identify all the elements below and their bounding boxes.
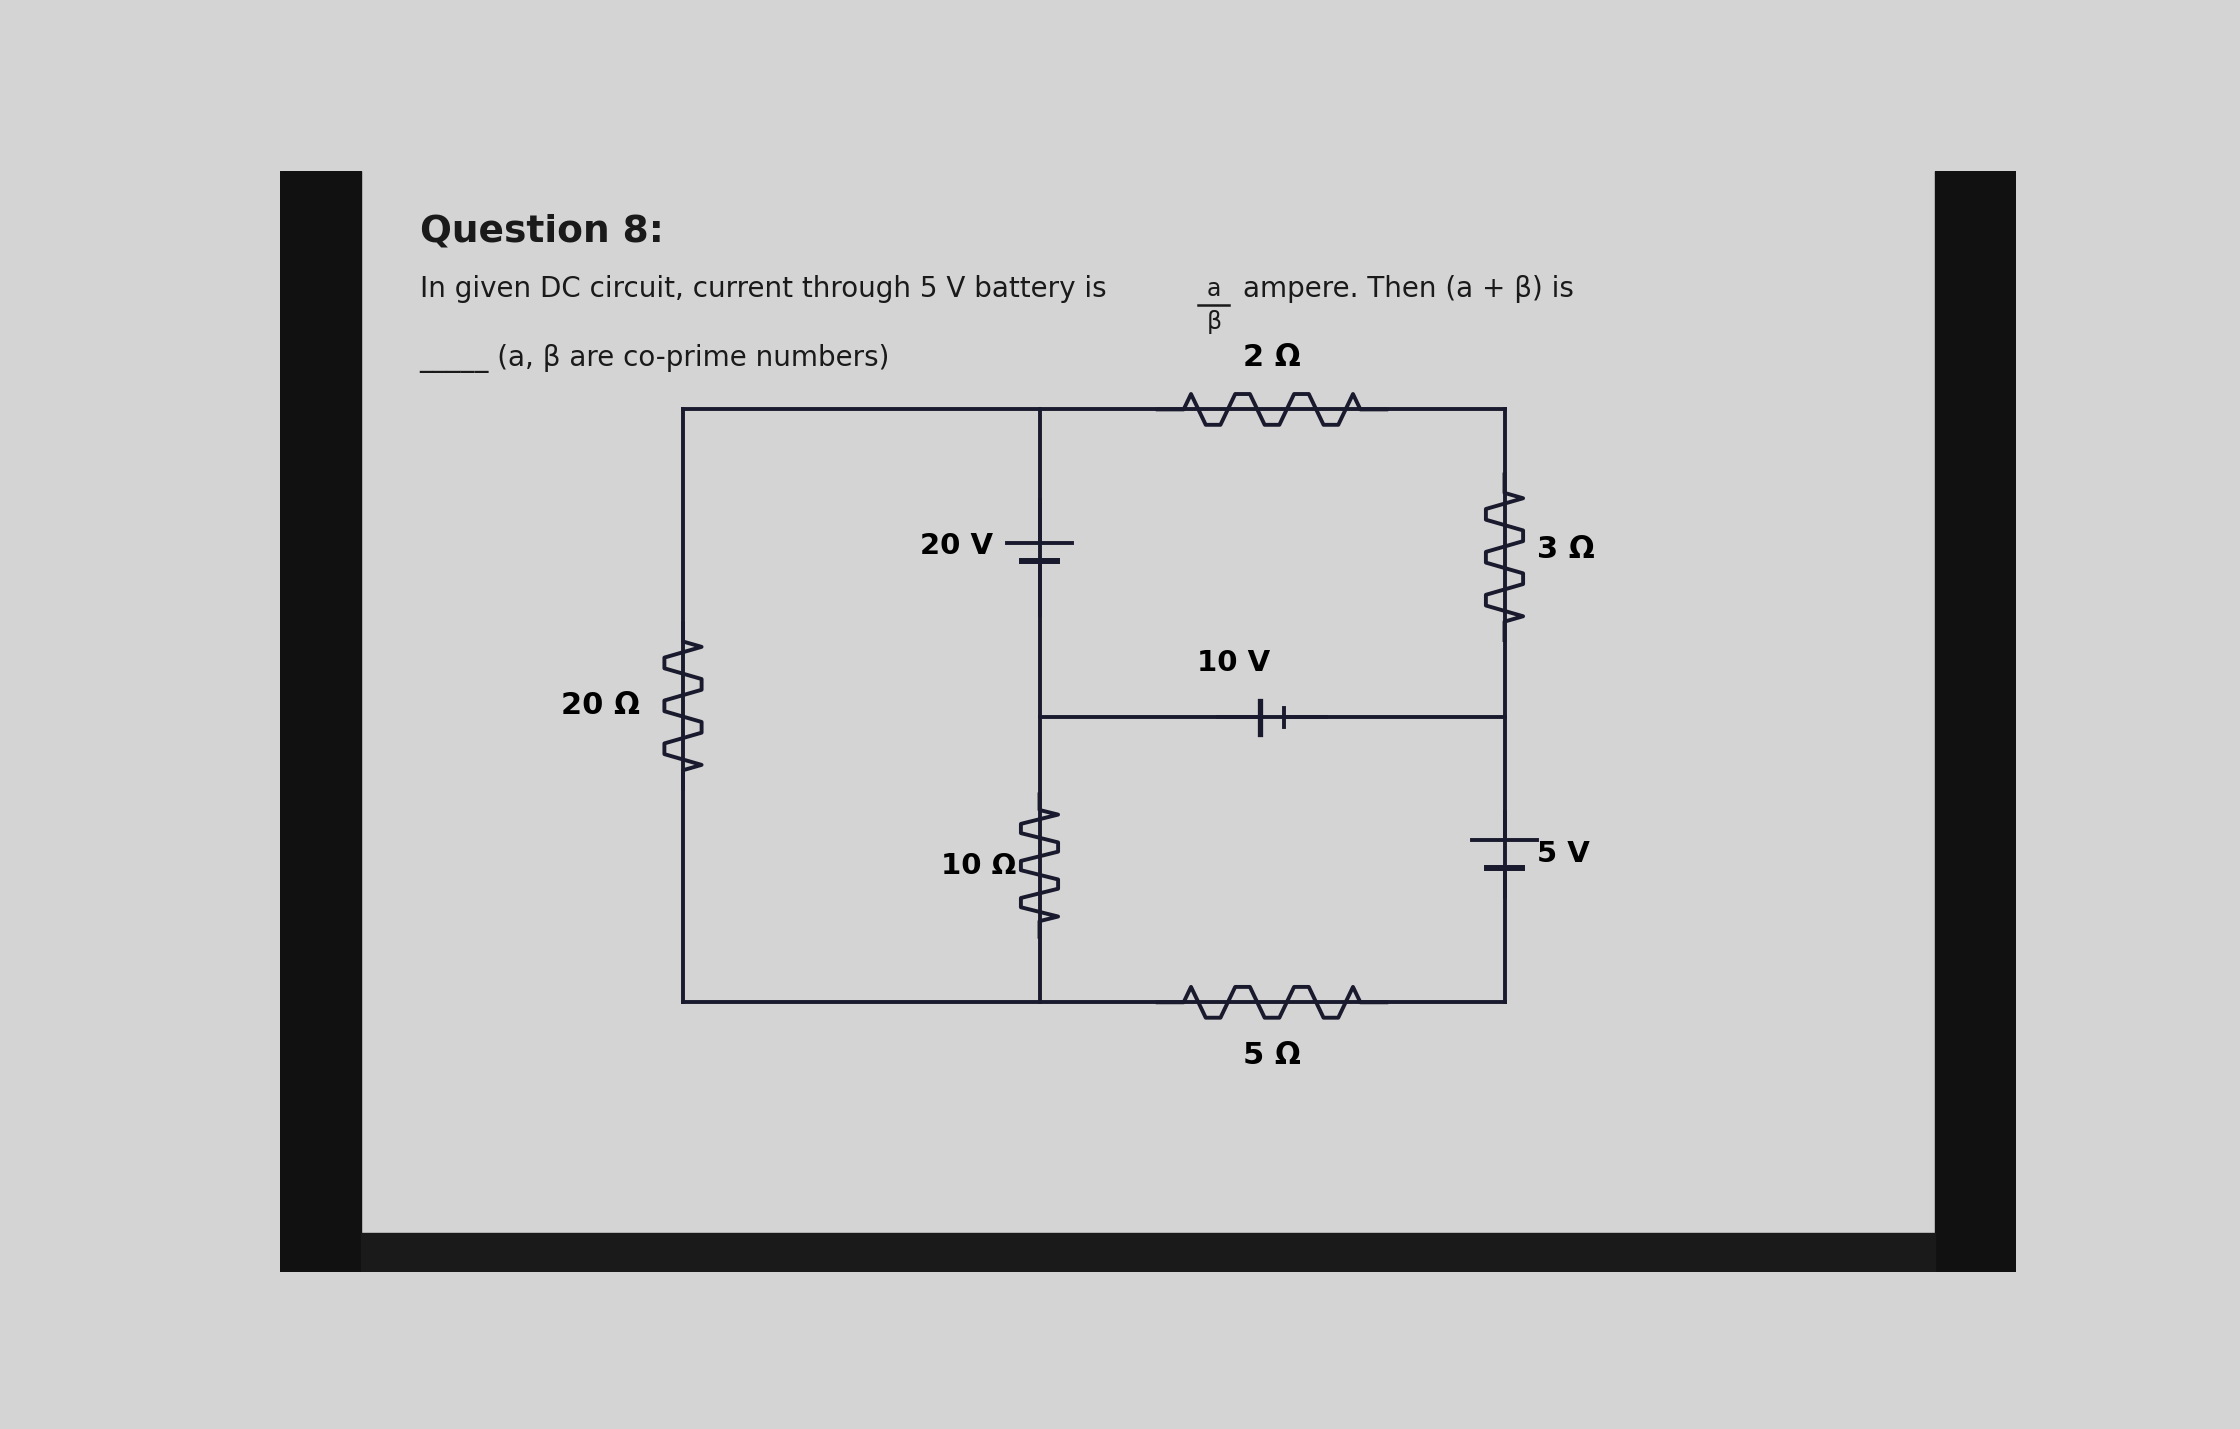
- Text: ampere. Then (a + β) is: ampere. Then (a + β) is: [1243, 274, 1575, 303]
- Text: β: β: [1207, 310, 1221, 334]
- Text: Question 8:: Question 8:: [419, 213, 663, 249]
- Text: 20 V: 20 V: [921, 532, 992, 560]
- Text: 10 Ω: 10 Ω: [941, 852, 1017, 880]
- Text: In given DC circuit, current through 5 V battery is: In given DC circuit, current through 5 V…: [419, 274, 1107, 303]
- Text: 5 V: 5 V: [1537, 840, 1590, 869]
- Text: 3 Ω: 3 Ω: [1537, 534, 1595, 564]
- Text: 2 Ω: 2 Ω: [1243, 343, 1301, 373]
- Bar: [1935, 171, 2016, 1272]
- Text: 5 Ω: 5 Ω: [1243, 1040, 1301, 1070]
- Text: 20 Ω: 20 Ω: [562, 692, 641, 720]
- Text: 10 V: 10 V: [1196, 649, 1270, 677]
- Text: _____ (a, β are co-prime numbers): _____ (a, β are co-prime numbers): [419, 344, 889, 373]
- Bar: [280, 171, 361, 1272]
- Bar: [361, 1233, 1935, 1272]
- Text: a: a: [1207, 277, 1221, 302]
